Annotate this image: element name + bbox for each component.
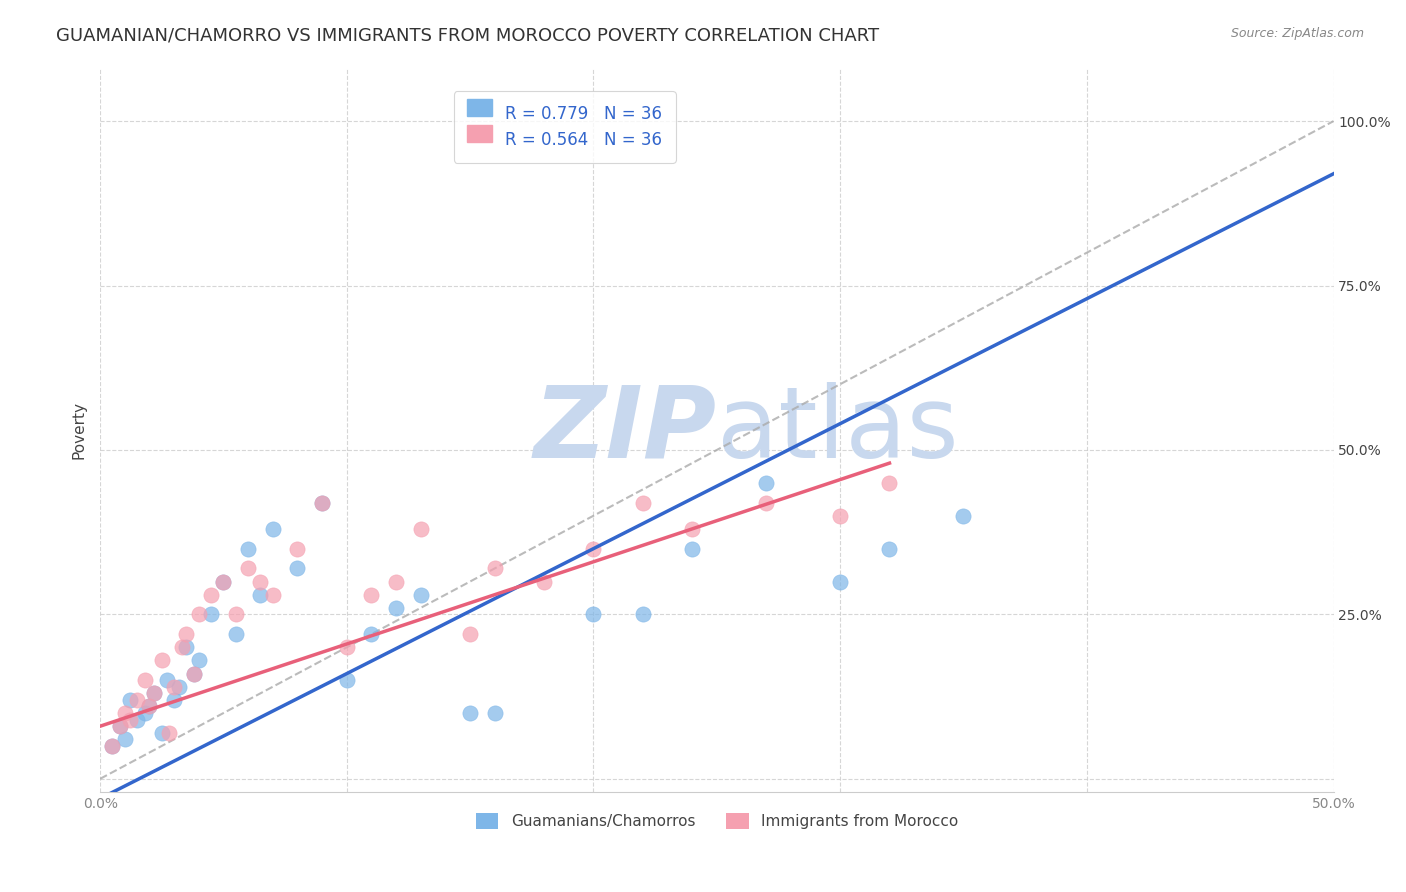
Point (176, 627, 198, 641)
Point (236, 561, 259, 575)
Point (187, 607, 209, 622)
Point (114, 732, 136, 747)
Point (830, 508, 852, 523)
Point (127, 693, 149, 707)
Point (582, 607, 605, 622)
Point (533, 574, 555, 589)
Point (187, 653, 209, 667)
Text: Source: ZipAtlas.com: Source: ZipAtlas.com (1230, 27, 1364, 40)
Point (118, 693, 141, 707)
Point (952, 508, 974, 523)
Point (134, 673, 156, 688)
Point (183, 666, 205, 681)
Point (311, 495, 333, 509)
Point (631, 495, 654, 509)
Point (236, 541, 259, 556)
Text: atlas: atlas (717, 382, 959, 479)
Point (385, 600, 408, 615)
Legend: Guamanians/Chamorros, Immigrants from Morocco: Guamanians/Chamorros, Immigrants from Mo… (470, 806, 965, 835)
Point (360, 627, 382, 641)
Point (108, 719, 131, 733)
Point (249, 574, 271, 589)
Point (336, 640, 359, 655)
Point (200, 588, 222, 602)
Point (262, 522, 284, 536)
Point (143, 686, 166, 700)
Point (170, 640, 193, 655)
Point (287, 541, 309, 556)
Point (114, 706, 136, 720)
Point (287, 561, 309, 575)
Point (458, 627, 481, 641)
Point (409, 522, 432, 536)
Point (830, 574, 852, 589)
Point (484, 561, 506, 575)
Point (134, 706, 156, 720)
Point (225, 607, 247, 622)
Point (127, 713, 149, 727)
Point (879, 541, 901, 556)
Point (176, 640, 198, 655)
Point (249, 588, 271, 602)
Point (582, 541, 605, 556)
Point (138, 699, 160, 714)
Point (118, 713, 141, 727)
Point (484, 706, 506, 720)
Text: GUAMANIAN/CHAMORRO VS IMMIGRANTS FROM MOROCCO POVERTY CORRELATION CHART: GUAMANIAN/CHAMORRO VS IMMIGRANTS FROM MO… (56, 27, 879, 45)
Point (150, 725, 173, 739)
Point (311, 495, 333, 509)
Point (212, 574, 235, 589)
Point (458, 706, 481, 720)
Point (163, 680, 186, 694)
Text: ZIP: ZIP (534, 382, 717, 479)
Point (262, 588, 284, 602)
Point (755, 475, 778, 490)
Point (163, 693, 186, 707)
Point (150, 653, 173, 667)
Point (183, 666, 205, 681)
Point (156, 673, 179, 688)
Point (200, 607, 222, 622)
Point (157, 725, 180, 739)
Point (212, 574, 235, 589)
Point (681, 522, 703, 536)
Point (167, 680, 190, 694)
Point (336, 673, 359, 688)
Point (143, 686, 166, 700)
Point (108, 719, 131, 733)
Point (879, 475, 901, 490)
Point (681, 541, 703, 556)
Point (225, 627, 247, 641)
Point (101, 739, 124, 753)
Point (101, 739, 124, 753)
Point (385, 574, 408, 589)
Point (360, 588, 382, 602)
Point (409, 588, 432, 602)
Y-axis label: Poverty: Poverty (72, 401, 86, 459)
Point (631, 607, 654, 622)
Point (755, 495, 778, 509)
Point (138, 699, 160, 714)
